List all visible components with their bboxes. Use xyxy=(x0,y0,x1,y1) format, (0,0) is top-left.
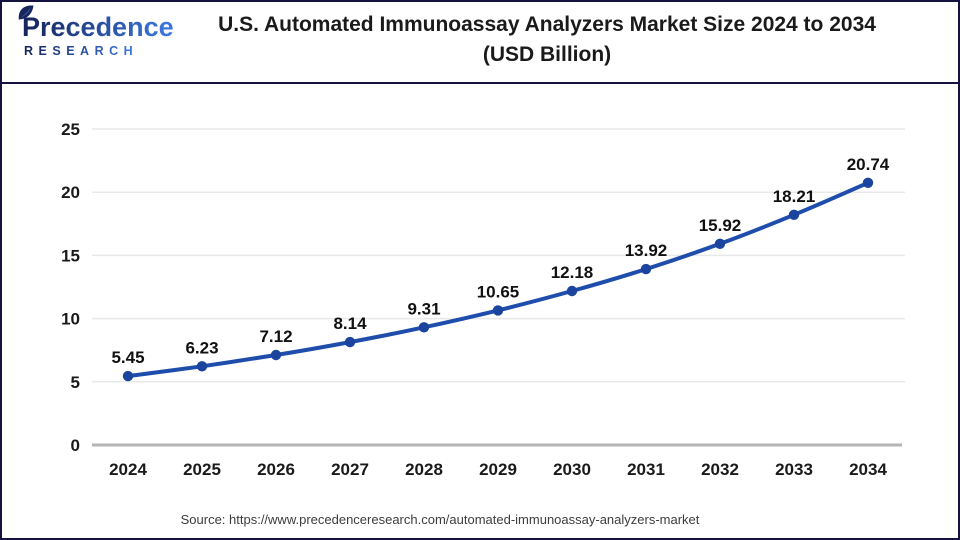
data-point-marker xyxy=(344,336,356,348)
x-tick-label: 2031 xyxy=(627,460,665,479)
x-tick-label: 2026 xyxy=(257,460,295,479)
data-point-label: 6.23 xyxy=(185,338,218,357)
data-point-label: 5.45 xyxy=(111,348,144,367)
logo-leaf-icon xyxy=(18,5,34,20)
logo-subtitle: RESEARCH xyxy=(24,44,172,58)
data-point-marker xyxy=(122,370,134,382)
data-point-marker xyxy=(566,285,578,297)
data-point-label: 15.92 xyxy=(699,216,742,235)
x-tick-label: 2029 xyxy=(479,460,517,479)
y-tick-label: 25 xyxy=(61,120,80,139)
x-tick-label: 2032 xyxy=(701,460,739,479)
x-tick-label: 2024 xyxy=(109,460,147,479)
series-line xyxy=(126,180,870,379)
data-point-label: 10.65 xyxy=(477,282,520,301)
title-line-2: (USD Billion) xyxy=(482,43,612,67)
data-point-marker xyxy=(862,177,874,188)
title-line-1: U.S. Automated Immunoassay Analyzers Mar… xyxy=(218,13,876,36)
x-tick-label: 2030 xyxy=(553,460,591,479)
x-tick-label: 2025 xyxy=(183,460,221,479)
x-tick-label: 2033 xyxy=(775,460,813,479)
page-title: U.S. Automated Immunoassay Analyzers Mar… xyxy=(142,10,952,71)
y-tick-label: 10 xyxy=(61,310,80,329)
logo-brand-text: Precedence xyxy=(18,5,174,43)
data-point-marker xyxy=(270,349,282,361)
logo-subtitle-label: RESEARCH xyxy=(24,43,139,58)
data-point-label: 9.31 xyxy=(407,299,440,318)
data-point-marker xyxy=(418,322,430,333)
y-tick-label: 5 xyxy=(71,373,80,392)
chart-header: Precedence RESEARCH U.S. Automated Immun… xyxy=(2,2,958,84)
precedence-research-logo: Precedence RESEARCH xyxy=(18,5,174,58)
y-tick-label: 20 xyxy=(61,183,80,202)
data-point-label: 7.12 xyxy=(259,327,292,346)
data-point-marker xyxy=(788,209,800,220)
source-citation: Source: https://www.precedenceresearch.c… xyxy=(180,512,700,527)
data-point-marker xyxy=(196,361,208,372)
y-tick-label: 0 xyxy=(71,436,80,455)
data-point-marker xyxy=(640,263,652,275)
data-point-marker xyxy=(492,305,504,316)
x-tick-label: 2027 xyxy=(331,460,369,479)
data-point-label: 20.74 xyxy=(847,155,890,174)
data-point-label: 13.92 xyxy=(625,241,668,260)
x-tick-label: 2028 xyxy=(405,460,443,479)
data-point-marker xyxy=(714,238,726,249)
x-tick-label: 2034 xyxy=(849,460,887,479)
y-tick-label: 15 xyxy=(61,246,80,265)
data-point-label: 8.14 xyxy=(333,314,367,333)
data-point-label: 12.18 xyxy=(551,263,594,282)
data-point-label: 18.21 xyxy=(773,187,816,206)
logo-brand-label: Precedence xyxy=(22,12,174,42)
